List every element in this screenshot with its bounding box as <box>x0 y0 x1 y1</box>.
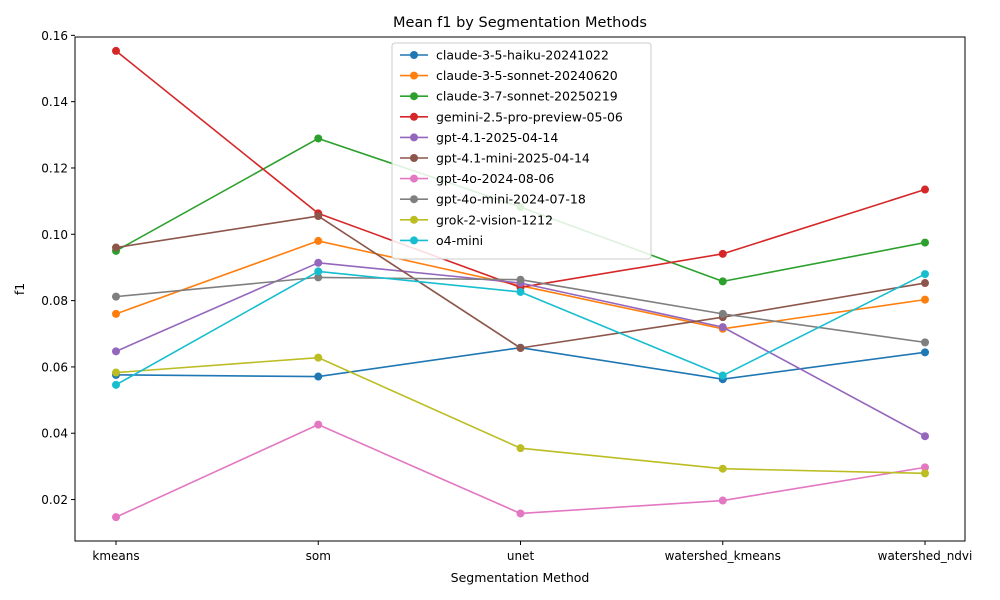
series-9 <box>112 353 929 478</box>
legend-label: gpt-4o-2024-08-06 <box>436 171 554 186</box>
legend-marker <box>410 195 418 204</box>
y-tick-label: 0.02 <box>41 493 68 507</box>
data-point <box>314 420 323 429</box>
series-10 <box>112 267 929 389</box>
data-point <box>921 469 929 478</box>
x-tick-label: kmeans <box>92 549 139 563</box>
data-point <box>112 347 120 356</box>
y-tick-label: 0.04 <box>41 427 68 441</box>
x-tick-label: unet <box>507 549 535 563</box>
legend-label: gpt-4.1-mini-2025-04-14 <box>436 151 590 166</box>
data-point <box>314 258 323 267</box>
data-point <box>921 295 929 304</box>
legend-label: o4-mini <box>436 233 483 248</box>
data-point <box>314 236 323 245</box>
legend-marker <box>410 236 418 245</box>
legend-marker <box>410 92 418 101</box>
y-tick-label: 0.10 <box>41 228 68 242</box>
data-point <box>921 348 929 357</box>
legend-entry: claude-3-5-haiku-20241022 <box>400 48 609 63</box>
data-point <box>516 275 525 284</box>
legend-box <box>391 42 652 260</box>
data-point <box>921 279 929 288</box>
x-tick-label: watershed_ndvi <box>878 549 973 563</box>
legend-marker <box>410 133 418 142</box>
data-point <box>112 368 120 377</box>
legend-entry: gpt-4o-mini-2024-07-18 <box>400 192 586 207</box>
data-point <box>921 238 929 247</box>
x-tick-label: watershed_kmeans <box>665 549 781 563</box>
data-point <box>718 496 727 505</box>
legend-label: grok-2-vision-1212 <box>436 212 553 227</box>
data-point <box>516 344 525 353</box>
series-7 <box>112 420 929 522</box>
data-point <box>718 464 727 473</box>
data-point <box>718 371 727 380</box>
data-point <box>921 432 929 441</box>
data-point <box>112 309 120 318</box>
data-point <box>921 185 929 194</box>
legend-entry: gpt-4o-2024-08-06 <box>400 171 554 186</box>
legend-marker <box>410 71 418 80</box>
legend-label: claude-3-5-sonnet-20240620 <box>436 68 618 83</box>
data-point <box>314 353 323 362</box>
data-point <box>314 273 323 282</box>
data-point <box>112 380 120 389</box>
y-tick-label: 0.08 <box>41 294 68 308</box>
legend-marker <box>410 215 418 224</box>
legend-label: gpt-4o-mini-2024-07-18 <box>436 192 586 207</box>
legend-marker <box>410 112 418 121</box>
data-point <box>718 249 727 258</box>
legend-label: claude-3-7-sonnet-20250219 <box>436 89 618 104</box>
data-point <box>314 134 323 143</box>
data-point <box>314 267 323 276</box>
legend-entry: o4-mini <box>400 233 483 248</box>
data-point <box>314 372 323 381</box>
legend-marker <box>410 154 418 162</box>
legend-entry: claude-3-5-sonnet-20240620 <box>400 68 618 83</box>
x-axis-label: Segmentation Method <box>451 570 590 585</box>
legend-marker <box>410 174 418 183</box>
legend-entry: gpt-4.1-2025-04-14 <box>400 130 558 145</box>
data-point <box>921 463 929 472</box>
legend-entry: gemini-2.5-pro-preview-05-06 <box>400 109 623 124</box>
data-point <box>718 323 727 332</box>
y-tick-label: 0.06 <box>41 360 68 374</box>
y-tick-label: 0.12 <box>41 161 68 175</box>
legend-label: gemini-2.5-pro-preview-05-06 <box>436 109 623 124</box>
data-point <box>516 444 525 453</box>
legend-marker <box>410 51 418 59</box>
data-point <box>314 212 323 221</box>
data-point <box>112 243 120 252</box>
legend: claude-3-5-haiku-20241022 claude-3-5-sonn… <box>391 42 652 260</box>
data-point <box>718 277 727 286</box>
data-point <box>516 509 525 518</box>
y-tick-label: 0.14 <box>41 95 68 109</box>
data-point <box>112 46 120 55</box>
legend-entry: claude-3-7-sonnet-20250219 <box>400 89 618 104</box>
data-point <box>921 338 929 347</box>
y-axis-ticks: 0.02 0.04 0.06 0.08 0.10 0.12 0.14 0.16 <box>41 29 75 507</box>
legend-entry: gpt-4.1-mini-2025-04-14 <box>400 151 590 166</box>
legend-entry: grok-2-vision-1212 <box>400 212 553 227</box>
data-point <box>112 292 120 301</box>
legend-label: claude-3-5-haiku-20241022 <box>436 48 609 63</box>
y-axis-label: f1 <box>12 283 27 295</box>
legend-label: gpt-4.1-2025-04-14 <box>436 130 558 145</box>
x-tick-label: som <box>306 549 331 563</box>
series-layer <box>112 46 929 522</box>
data-point <box>921 270 929 279</box>
data-point <box>112 513 120 522</box>
data-point <box>718 309 727 318</box>
x-axis-ticks: kmeans som unet watershed_kmeans watershed_n… <box>92 541 972 563</box>
y-tick-label: 0.16 <box>41 29 68 43</box>
series-8 <box>112 273 929 347</box>
data-point <box>516 287 525 296</box>
chart-title: Mean f1 by Segmentation Methods <box>393 15 647 31</box>
